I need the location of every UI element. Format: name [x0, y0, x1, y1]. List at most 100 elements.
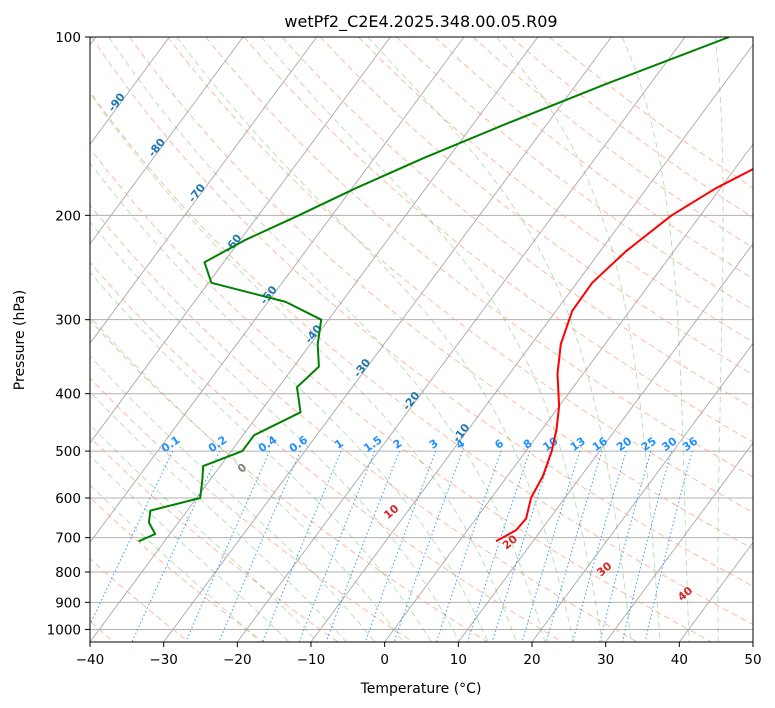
moist-adiabat-line [90, 221, 461, 642]
background-labels: 0.1 0.2 0.4 0.6 1 1.5 2 3 4 6 8 10 13 16 20 25 30 36-100-… [61, 44, 700, 604]
isotherm-line [90, 37, 244, 245]
isotherm-line [163, 37, 612, 642]
x-axis: −40 −30 −20 −10 0 10 20 30 40 50 [76, 642, 762, 668]
plot-frame [89, 36, 754, 643]
mixing-ratio-label: 6 [492, 437, 506, 452]
mixing-ratio-line [393, 450, 463, 642]
y-tick-label: 200 [55, 208, 81, 224]
mixing-ratio-line [185, 450, 271, 642]
mixing-ratio-line [262, 450, 342, 642]
isotherm-line [605, 442, 753, 642]
moist-adiabat-line [260, 37, 603, 642]
dry-adiabat-label: -30 [351, 356, 374, 380]
isotherm-line [236, 37, 686, 642]
x-axis-label: Temperature (°C) [360, 681, 482, 697]
dry-adiabat-line [281, 37, 753, 409]
moist-adiabat-line [90, 455, 290, 642]
dry-adiabat-line [319, 37, 753, 376]
chart-title: wetPf2_C2E4.2025.348.00.05.R09 [284, 12, 557, 32]
dry-adiabat-label: -20 [400, 389, 423, 413]
mixing-ratio-label: 8 [521, 437, 535, 452]
mixing-ratio-label: 0.6 [287, 433, 311, 455]
y-tick-label: 700 [55, 531, 81, 547]
y-tick-label: 300 [55, 313, 81, 329]
background-lines [90, 37, 753, 642]
dry-adiabat-line [548, 37, 753, 189]
moist-adiabat-line [90, 355, 376, 642]
dry-adiabat-line [90, 261, 563, 642]
dry-adiabat-line [434, 37, 753, 280]
dry-adiabat-label: -70 [186, 181, 209, 205]
isotherm-line [90, 37, 465, 544]
x-tick-label: −30 [149, 652, 178, 668]
moist-adiabat-line [108, 37, 546, 642]
moist-adiabat-line [176, 37, 575, 642]
moist-adiabat-label: 20 [500, 532, 520, 552]
isotherm-line [678, 541, 753, 642]
mixing-ratio-line [298, 450, 376, 642]
moist-adiabat-line [90, 484, 261, 642]
isotherm-line [384, 143, 753, 642]
dry-adiabat-line [167, 37, 753, 514]
mixing-ratio-line [325, 450, 401, 642]
moist-adiabat-line [90, 391, 347, 642]
x-tick-label: 30 [597, 652, 614, 668]
mixing-ratio-line [621, 450, 672, 642]
moist-adiabat-line [367, 37, 632, 642]
dry-adiabat-line [358, 37, 753, 343]
moist-adiabat-line [90, 315, 404, 642]
mixing-ratio-line [467, 450, 531, 642]
x-tick-label: −20 [223, 652, 252, 668]
y-tick-label: 900 [55, 595, 81, 611]
profiles [138, 37, 753, 543]
moist-adiabat-line [90, 271, 432, 642]
dewpoint-profile-line [138, 37, 730, 543]
moist-adiabat-line [714, 37, 724, 642]
dry-adiabat-line [205, 37, 753, 478]
mixing-ratio-label: 0.4 [256, 433, 280, 455]
y-axis: 100 200 300 400 500 600 700 800 900 1000 [47, 30, 90, 638]
y-axis-label: Pressure (hPa) [12, 290, 28, 390]
isotherm-line [752, 641, 753, 642]
isotherm-line [90, 37, 391, 444]
x-tick-label: 0 [380, 652, 389, 668]
x-tick-label: 50 [744, 652, 761, 668]
moist-adiabat-line [496, 37, 661, 642]
moist-adiabat-line [90, 424, 319, 642]
isotherm-line [90, 37, 318, 345]
x-tick-label: 10 [450, 652, 467, 668]
isotherm-line [457, 243, 753, 642]
isotherm-line [310, 43, 753, 642]
moist-adiabat-label: 0 [235, 461, 249, 476]
dry-adiabat-line [90, 147, 712, 642]
mixing-ratio-line [644, 450, 693, 642]
moist-adiabat-label: 40 [675, 584, 695, 604]
dry-adiabat-line [90, 377, 414, 642]
moist-adiabat-line [90, 92, 517, 642]
x-tick-label: 20 [523, 652, 540, 668]
y-tick-label: 1000 [47, 622, 81, 638]
x-tick-label: −10 [297, 652, 326, 668]
mixing-ratio-label: 2 [391, 437, 405, 452]
mixing-ratio-label: 1.5 [361, 433, 384, 455]
dry-adiabat-line [396, 37, 753, 311]
mixing-ratio-line [364, 450, 437, 642]
dry-adiabat-line [91, 37, 753, 587]
y-tick-label: 800 [55, 565, 81, 581]
mixing-ratio-line [545, 450, 603, 642]
y-tick-label: 600 [55, 491, 81, 507]
mixing-ratio-line [90, 450, 174, 626]
dry-adiabat-line [90, 204, 638, 642]
dry-adiabat-label: -90 [105, 90, 128, 114]
dry-adiabat-label: -100 [61, 44, 88, 74]
dry-adiabat-label: -80 [146, 136, 169, 160]
y-tick-label: 100 [55, 30, 81, 46]
x-tick-label: −40 [76, 652, 105, 668]
isotherm-line [531, 342, 753, 642]
y-tick-label: 500 [55, 444, 81, 460]
mixing-ratio-line [521, 450, 581, 642]
x-tick-label: 40 [671, 652, 688, 668]
mixing-ratio-label: 0.1 [159, 433, 182, 455]
dry-adiabat-line [90, 558, 190, 642]
